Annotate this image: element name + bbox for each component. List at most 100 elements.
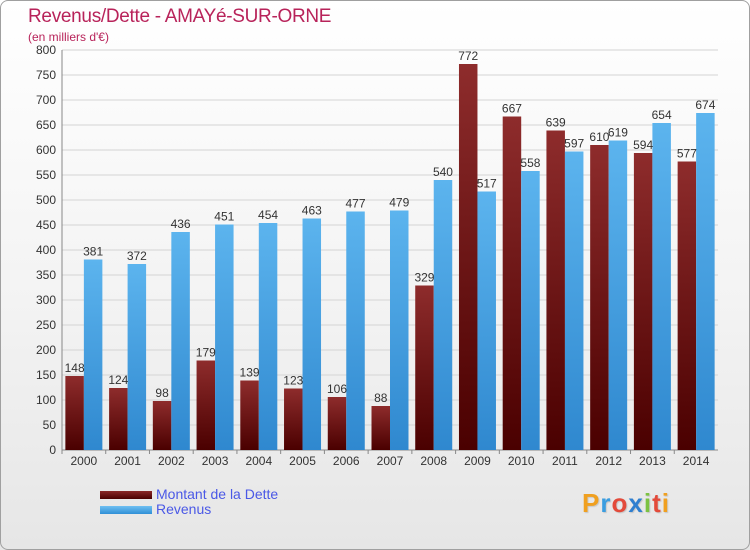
- bar-debt: [109, 388, 128, 450]
- data-label-debt: 148: [65, 361, 85, 375]
- y-tick-label: 600: [36, 143, 56, 157]
- legend-label-debt: Montant de la Dette: [156, 486, 279, 502]
- x-tick-label: 2007: [377, 454, 404, 468]
- data-label-revenue: 463: [302, 204, 322, 218]
- x-tick-label: 2008: [420, 454, 447, 468]
- data-label-revenue: 674: [695, 98, 715, 112]
- x-tick-label: 2009: [464, 454, 491, 468]
- data-label-debt: 106: [327, 382, 347, 396]
- legend-swatch-revenue: [100, 506, 152, 514]
- bar-revenue: [390, 210, 409, 450]
- data-label-revenue: 558: [520, 156, 540, 170]
- y-tick-label: 550: [36, 168, 56, 182]
- data-label-revenue: 381: [83, 245, 103, 259]
- y-tick-label: 450: [36, 218, 56, 232]
- logo-letter: o: [611, 488, 629, 518]
- x-tick-label: 2014: [683, 454, 710, 468]
- bar-debt: [633, 153, 653, 450]
- bar-revenue: [652, 123, 671, 450]
- bar-debt: [677, 161, 697, 450]
- data-label-debt: 577: [677, 147, 697, 161]
- bar-revenue: [608, 140, 628, 450]
- data-label-revenue: 479: [389, 196, 409, 210]
- y-tick-label: 300: [36, 293, 56, 307]
- bar-debt: [196, 360, 216, 450]
- logo-letter: r: [600, 488, 612, 518]
- legend-swatch-debt: [100, 491, 152, 499]
- bar-debt: [590, 145, 609, 450]
- legend-label-revenue: Revenus: [156, 501, 212, 517]
- y-tick-label: 700: [36, 93, 56, 107]
- chart-title: Revenus/Dette - AMAYé-SUR-ORNE: [28, 6, 332, 27]
- bar-revenue: [346, 211, 365, 450]
- bar-revenue: [171, 232, 190, 450]
- x-tick-label: 2013: [639, 454, 666, 468]
- bar-revenue: [127, 264, 147, 450]
- x-tick-label: 2001: [114, 454, 141, 468]
- y-tick-label: 100: [36, 393, 56, 407]
- logo-letter: i: [661, 488, 670, 518]
- bar-revenue: [215, 224, 234, 450]
- x-tick-label: 2000: [71, 454, 98, 468]
- data-label-debt: 772: [458, 49, 478, 63]
- data-label-revenue: 436: [171, 217, 191, 231]
- x-tick-label: 2012: [595, 454, 622, 468]
- chart-subtitle: (en milliers d'€): [28, 30, 109, 44]
- data-label-debt: 139: [240, 366, 260, 380]
- y-tick-label: 0: [49, 443, 56, 457]
- y-tick-label: 250: [36, 318, 56, 332]
- data-label-debt: 667: [502, 102, 522, 116]
- bar-debt: [546, 130, 565, 450]
- bar-revenue: [433, 180, 453, 450]
- x-tick-label: 2006: [333, 454, 360, 468]
- logo-letter: i: [643, 488, 653, 518]
- data-label-revenue: 619: [608, 126, 628, 140]
- y-tick-label: 150: [36, 368, 56, 382]
- bar-revenue: [521, 171, 540, 450]
- data-label-debt: 179: [196, 346, 216, 360]
- data-label-revenue: 477: [346, 197, 366, 211]
- x-tick-label: 2005: [289, 454, 316, 468]
- logo-letter: x: [628, 488, 644, 518]
- data-label-debt: 639: [546, 116, 566, 130]
- logo-letter: t: [652, 488, 662, 518]
- bar-revenue: [258, 223, 278, 450]
- bar-debt: [327, 397, 347, 450]
- y-tick-label: 350: [36, 268, 56, 282]
- y-tick-label: 200: [36, 343, 56, 357]
- data-label-debt: 123: [283, 374, 303, 388]
- bar-debt: [284, 388, 303, 450]
- data-label-revenue: 540: [433, 165, 453, 179]
- bar-debt: [240, 380, 259, 450]
- data-label-revenue: 451: [214, 210, 234, 224]
- data-label-debt: 610: [589, 130, 609, 144]
- bar-revenue: [696, 113, 715, 450]
- bar-debt: [415, 285, 434, 450]
- bar-revenue: [83, 259, 103, 450]
- y-tick-label: 800: [36, 43, 56, 57]
- bar-debt: [371, 406, 390, 450]
- y-tick-label: 400: [36, 243, 56, 257]
- data-label-revenue: 597: [564, 137, 584, 151]
- proxiti-logo: Proxiti: [582, 488, 670, 519]
- data-label-debt: 594: [633, 138, 653, 152]
- bar-revenue: [477, 191, 496, 450]
- y-tick-label: 750: [36, 68, 56, 82]
- x-tick-label: 2003: [202, 454, 229, 468]
- data-label-revenue: 517: [477, 177, 497, 191]
- data-label-debt: 88: [374, 391, 388, 405]
- bar-debt: [65, 376, 84, 450]
- bar-debt: [152, 401, 172, 450]
- x-tick-label: 2004: [245, 454, 272, 468]
- logo-letter: P: [582, 488, 601, 518]
- x-tick-label: 2010: [508, 454, 535, 468]
- y-tick-label: 650: [36, 118, 56, 132]
- bar-revenue: [302, 218, 322, 450]
- data-label-debt: 124: [108, 373, 128, 387]
- y-tick-label: 50: [43, 418, 57, 432]
- data-label-revenue: 454: [258, 208, 278, 222]
- x-tick-label: 2002: [158, 454, 185, 468]
- bar-debt: [502, 116, 522, 450]
- x-tick-label: 2011: [552, 454, 578, 468]
